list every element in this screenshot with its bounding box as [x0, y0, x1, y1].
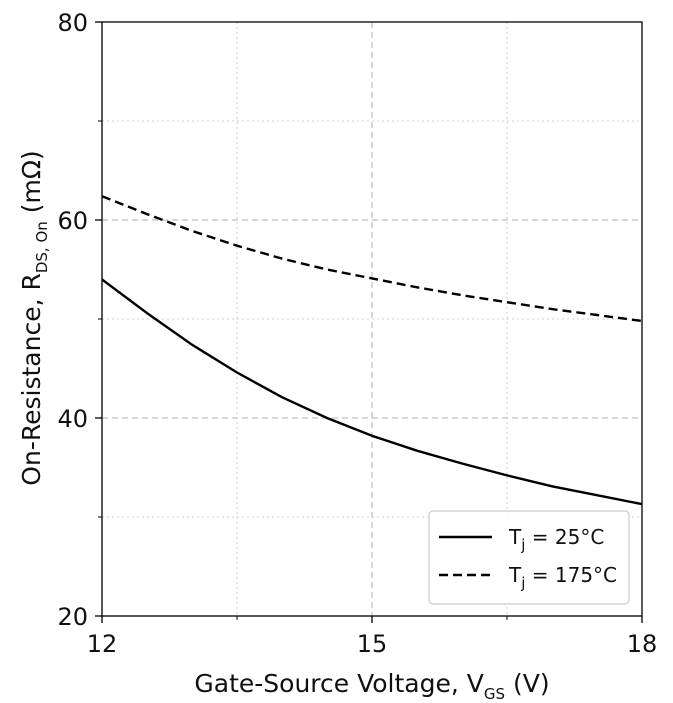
legend-label-175c: Tj = 175°C	[508, 563, 617, 592]
x-tick-label: 18	[627, 630, 658, 658]
x-axis-label: Gate-Source Voltage, VGS (V)	[194, 669, 549, 703]
x-tick-label: 15	[357, 630, 388, 658]
y-tick-label: 40	[57, 405, 88, 433]
y-axis-label: On-Resistance, RDS, On (mΩ)	[17, 150, 51, 485]
series-line-25c	[101, 278, 643, 506]
y-tick-label: 80	[57, 9, 88, 37]
y-tick-label: 60	[57, 207, 88, 235]
y-tick-label: 20	[57, 603, 88, 631]
series-lines	[101, 195, 643, 506]
series-line-175c	[101, 195, 643, 323]
axis-ticks: 12 15 18 20 40 60 80	[57, 9, 657, 658]
legend: Tj = 25°C Tj = 175°C	[428, 510, 630, 605]
legend-box	[428, 510, 630, 605]
legend-label-25c: Tj = 25°C	[508, 525, 604, 554]
x-tick-label: 12	[87, 630, 118, 658]
